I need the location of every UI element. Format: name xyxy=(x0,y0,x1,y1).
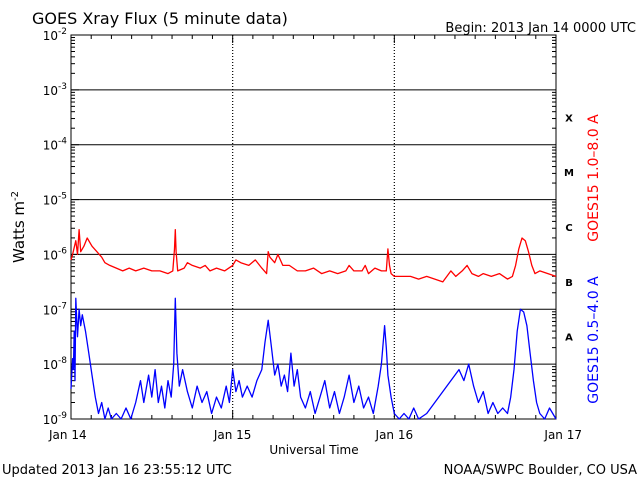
flare-class-labels: A B C M X xyxy=(564,113,574,343)
series-line-long xyxy=(70,229,557,283)
y-tick-label-base: 10 xyxy=(43,194,58,208)
x-tick-label: Jan 16 xyxy=(375,428,414,442)
updated-timestamp: Updated 2013 Jan 16 23:55:12 UTC xyxy=(2,463,232,478)
flare-class-label: B xyxy=(565,278,573,289)
legend-series-long: GOES15 1.0–8.0 A xyxy=(586,114,602,242)
y-axis-label-base: Watts m xyxy=(10,201,28,263)
y-tick-label-exponent: -3 xyxy=(58,82,67,92)
y-tick-label-exponent: -6 xyxy=(58,246,67,256)
flare-class-label: X xyxy=(565,113,573,124)
y-tick-labels: 10-910-810-710-610-510-410-310-2 xyxy=(43,27,68,427)
legend-series-short: GOES15 0.5–4.0 A xyxy=(586,276,602,404)
y-tick-label-exponent: -5 xyxy=(58,192,67,202)
y-tick-label-base: 10 xyxy=(43,358,58,372)
y-axis-label: Watts m-2 xyxy=(10,191,28,263)
y-tick-label: 10-2 xyxy=(43,27,67,43)
y-tick-label-base: 10 xyxy=(43,84,58,98)
credit-label: NOAA/SWPC Boulder, CO USA xyxy=(444,463,637,478)
flare-class-label: M xyxy=(564,168,574,179)
x-tick-label: Jan 14 xyxy=(48,428,87,442)
series-lines xyxy=(70,229,557,420)
y-tick-label: 10-5 xyxy=(43,192,67,208)
y-tick-label-base: 10 xyxy=(43,303,58,317)
day-separators xyxy=(232,35,395,419)
y-tick-label: 10-6 xyxy=(43,246,68,262)
begin-time-label: Begin: 2013 Jan 14 0000 UTC xyxy=(445,21,636,36)
y-tick-label-exponent: -9 xyxy=(58,411,67,421)
x-tick-labels: Jan 14 Jan 15 Jan 16 Jan 17 xyxy=(48,428,582,442)
y-tick-label-exponent: -7 xyxy=(58,301,67,311)
plot-area xyxy=(70,34,557,420)
y-tick-label-exponent: -4 xyxy=(58,137,67,147)
y-tick-label-base: 10 xyxy=(43,29,58,43)
flare-class-label: C xyxy=(565,223,572,234)
y-tick-label: 10-9 xyxy=(43,411,68,427)
y-tick-label: 10-4 xyxy=(43,137,68,153)
y-axis-label-exponent: -2 xyxy=(10,191,21,201)
x-axis-label: Universal Time xyxy=(269,443,358,457)
flare-class-label: A xyxy=(565,333,573,344)
y-tick-label: 10-8 xyxy=(43,356,68,372)
y-tick-label-base: 10 xyxy=(43,248,58,262)
y-tick-label: 10-7 xyxy=(43,301,67,317)
y-tick-label-exponent: -2 xyxy=(58,27,67,37)
y-tick-label: 10-3 xyxy=(43,82,67,98)
y-tick-label-exponent: -8 xyxy=(58,356,67,366)
y-tick-label-base: 10 xyxy=(43,139,58,153)
x-tick-label: Jan 17 xyxy=(543,428,582,442)
series-line-short xyxy=(70,297,557,420)
chart-title: GOES Xray Flux (5 minute data) xyxy=(32,9,288,28)
y-tick-label-base: 10 xyxy=(43,413,58,427)
x-tick-label: Jan 15 xyxy=(213,428,252,442)
horizontal-gridlines xyxy=(71,89,556,365)
